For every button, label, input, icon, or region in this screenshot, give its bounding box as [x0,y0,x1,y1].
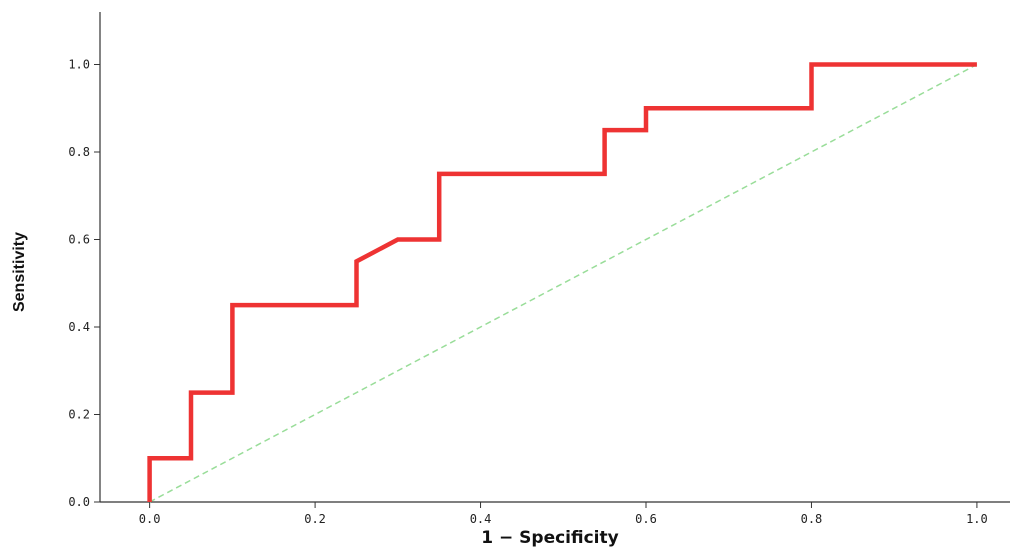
series-layer [150,65,977,503]
y-tick-label: 0.2 [68,408,90,422]
y-tick-label: 0.4 [68,320,90,334]
y-tick-label: 0.8 [68,145,90,159]
reference-diagonal-line [150,65,977,503]
axes: 0.0 0.2 0.4 0.6 0.8 1.0 0.0 0.2 0.4 0.6 0.8 1.0 [68,12,1010,526]
y-tick-label: 1.0 [68,58,90,72]
y-axis-title: Sensitivity [11,232,28,312]
y-tick-label: 0.6 [68,233,90,247]
x-tick-label: 0.4 [470,512,492,526]
x-tick-label: 0.2 [304,512,326,526]
x-axis-title: 1 − Specificity [481,528,618,548]
x-tick-label: 0.0 [139,512,161,526]
y-tick-label: 0.0 [68,495,90,509]
x-tick-label: 1.0 [966,512,988,526]
x-tick-label: 0.6 [635,512,657,526]
x-tick-label: 0.8 [801,512,823,526]
